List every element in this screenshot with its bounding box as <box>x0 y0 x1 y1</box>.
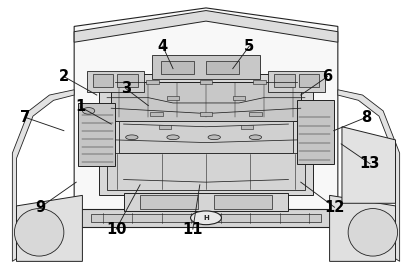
Text: 4: 4 <box>158 39 168 54</box>
Polygon shape <box>241 125 253 129</box>
Ellipse shape <box>348 209 398 256</box>
Ellipse shape <box>208 135 220 140</box>
Text: 3: 3 <box>121 81 131 96</box>
Polygon shape <box>146 80 159 84</box>
Polygon shape <box>274 74 295 87</box>
Polygon shape <box>299 74 319 87</box>
Polygon shape <box>297 100 334 164</box>
Polygon shape <box>206 61 239 74</box>
Polygon shape <box>161 61 194 74</box>
Polygon shape <box>200 112 212 116</box>
Polygon shape <box>214 195 272 209</box>
Polygon shape <box>268 71 325 92</box>
Polygon shape <box>74 11 338 42</box>
Polygon shape <box>152 55 260 79</box>
Polygon shape <box>99 74 313 195</box>
Polygon shape <box>330 195 396 261</box>
Polygon shape <box>119 121 293 153</box>
Polygon shape <box>91 214 321 222</box>
Text: 5: 5 <box>244 39 254 54</box>
Polygon shape <box>233 96 245 100</box>
Polygon shape <box>107 153 305 190</box>
Polygon shape <box>16 195 82 261</box>
Ellipse shape <box>167 135 179 140</box>
Text: 8: 8 <box>361 110 371 125</box>
Ellipse shape <box>14 209 64 256</box>
Polygon shape <box>111 82 301 121</box>
Text: 12: 12 <box>324 200 345 215</box>
Polygon shape <box>12 90 74 261</box>
Polygon shape <box>124 193 288 211</box>
Text: 1: 1 <box>75 100 85 114</box>
Polygon shape <box>200 80 212 84</box>
Polygon shape <box>167 96 179 100</box>
Polygon shape <box>78 103 115 166</box>
Text: 10: 10 <box>106 222 126 237</box>
Polygon shape <box>12 3 400 261</box>
Text: 6: 6 <box>323 69 332 84</box>
Polygon shape <box>253 80 266 84</box>
Polygon shape <box>87 71 144 92</box>
Polygon shape <box>342 127 396 203</box>
Text: 11: 11 <box>183 222 203 237</box>
Polygon shape <box>74 8 338 211</box>
Text: 9: 9 <box>35 200 45 215</box>
Ellipse shape <box>249 135 262 140</box>
Ellipse shape <box>126 135 138 140</box>
Polygon shape <box>249 112 262 116</box>
Polygon shape <box>78 209 334 227</box>
Polygon shape <box>150 112 163 116</box>
Polygon shape <box>93 74 113 87</box>
Text: 2: 2 <box>59 69 69 84</box>
Polygon shape <box>159 125 171 129</box>
Text: H: H <box>203 215 209 221</box>
Polygon shape <box>117 74 138 87</box>
Ellipse shape <box>82 108 95 114</box>
Text: 13: 13 <box>360 156 380 171</box>
Polygon shape <box>140 195 198 209</box>
Text: 7: 7 <box>21 110 30 125</box>
Polygon shape <box>338 90 400 261</box>
Ellipse shape <box>190 211 222 225</box>
